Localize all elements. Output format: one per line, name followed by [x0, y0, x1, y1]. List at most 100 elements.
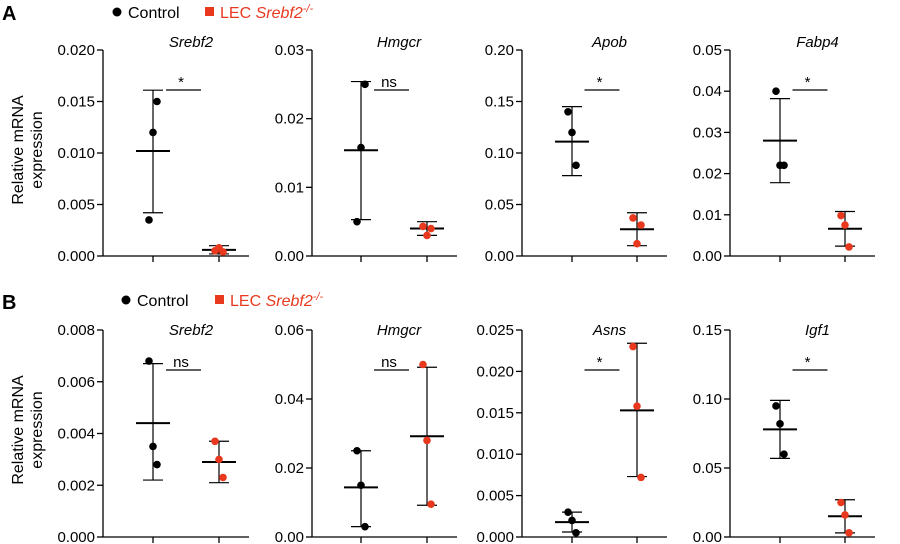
significance-label: *: [805, 354, 811, 371]
lec-data-point: [629, 342, 637, 351]
y-tick-label: 0.04: [275, 391, 304, 408]
legend-lec-marker: [205, 7, 214, 16]
chart-a-hmgcr: Hmgcr 0.00 0.01 0.02 0.03 ns: [275, 34, 457, 265]
chart-title: Srebf2: [169, 322, 214, 339]
y-tick-label: 0.00: [275, 529, 304, 544]
lec-data-point: [633, 239, 641, 248]
chart-b-asns: Asns 0.000 0.005 0.010 0.015 0.020 0.025 *: [476, 322, 667, 544]
control-data-point: [572, 161, 580, 170]
lec-data-point: [423, 436, 431, 445]
y-tick-label: 0.000: [476, 529, 514, 544]
significance-label: ns: [173, 354, 189, 371]
y-tick-label: 0.01: [275, 179, 304, 196]
control-data-point: [780, 450, 788, 459]
y-tick-label: 0.06: [275, 322, 304, 339]
chart-b-hmgcr: Hmgcr 0.00 0.02 0.04 0.06 ns: [275, 322, 457, 544]
lec-data-point: [637, 473, 645, 482]
legend-control-marker: [121, 295, 131, 305]
y-tick-label: 0.02: [275, 111, 304, 128]
significance-label: ns: [381, 74, 397, 91]
lec-data-point: [419, 360, 427, 369]
lec-data-point: [629, 214, 637, 222]
y-tick-label: 0.002: [57, 477, 95, 494]
lec-data-point: [419, 222, 427, 231]
y-tick-label: 0.008: [57, 322, 95, 339]
lec-data-point: [427, 224, 435, 233]
control-data-point: [153, 460, 161, 469]
control-data-point: [780, 161, 788, 170]
control-data-point: [772, 402, 780, 410]
legend-control-label: Control: [137, 293, 189, 310]
control-data-point: [572, 529, 580, 537]
chart-title: Hmgcr: [377, 322, 422, 339]
y-tick-label: 0.010: [57, 145, 95, 162]
panel-letter-a: A: [2, 3, 16, 25]
control-data-point: [564, 108, 572, 116]
legend-lec-label: LEC Srebf2-/-: [230, 291, 323, 310]
lec-data-point: [423, 231, 431, 240]
lec-data-point: [837, 498, 845, 507]
y-axis-label-b-line2: expression: [29, 391, 46, 468]
lec-data-point: [845, 529, 853, 537]
legend-lec-label: LEC Srebf2-/-: [220, 3, 313, 22]
y-tick-label: 0.006: [57, 374, 95, 391]
y-tick-label: 0.010: [476, 446, 514, 463]
y-tick-label: 0.015: [476, 405, 514, 422]
significance-label: *: [597, 354, 603, 371]
y-axis-label-a-line1: Relative mRNA: [10, 95, 27, 205]
chart-title: Fabp4: [796, 34, 839, 51]
y-tick-label: 0.20: [485, 42, 514, 59]
y-tick-label: 0.00: [485, 248, 514, 265]
y-tick-label: 0.00: [693, 529, 722, 544]
control-data-point: [361, 522, 369, 531]
lec-data-point: [837, 211, 845, 220]
y-tick-label: 0.004: [57, 426, 95, 443]
y-tick-label: 0.15: [693, 322, 722, 339]
chart-title: Igf1: [805, 322, 830, 339]
chart-title: Apob: [591, 34, 627, 51]
y-tick-label: 0.15: [485, 94, 514, 111]
control-data-point: [357, 143, 365, 152]
chart-a-apob: Apob 0.00 0.05 0.10 0.15 0.20 *: [485, 34, 667, 265]
lec-data-point: [845, 243, 853, 251]
lec-data-point: [219, 248, 227, 256]
y-tick-label: 0.00: [275, 248, 304, 265]
y-tick-label: 0.04: [693, 83, 722, 100]
lec-data-point: [841, 511, 849, 519]
y-tick-label: 0.01: [693, 207, 722, 224]
y-tick-label: 0.000: [57, 248, 95, 265]
y-tick-label: 0.05: [693, 42, 722, 59]
panel-a-header: A Control LEC Srebf2-/- Relative mRNA ex…: [2, 3, 313, 205]
lec-data-point: [637, 221, 645, 229]
chart-b-srebf2: Srebf2 0.000 0.002 0.004 0.006 0.008 ns: [57, 322, 249, 544]
y-tick-label: 0.02: [275, 460, 304, 477]
lec-data-point: [427, 500, 435, 509]
chart-b-igf1: Igf1 0.00 0.05 0.10 0.15 *: [693, 322, 875, 544]
chart-title: Srebf2: [169, 34, 214, 51]
lec-data-point: [633, 402, 641, 410]
control-data-point: [149, 128, 157, 137]
y-tick-label: 0.10: [693, 391, 722, 408]
control-data-point: [361, 80, 369, 89]
y-tick-label: 0.05: [485, 197, 514, 214]
chart-a-fabp4: Fabp4 0.00 0.01 0.02 0.03 0.04 0.05 *: [693, 34, 875, 265]
chart-title: Hmgcr: [377, 34, 422, 51]
y-tick-label: 0.05: [693, 460, 722, 477]
control-data-point: [145, 357, 153, 365]
legend-lec-marker: [215, 295, 224, 304]
significance-label: ns: [381, 354, 397, 371]
control-data-point: [568, 516, 576, 525]
y-tick-label: 0.020: [476, 363, 514, 380]
y-tick-label: 0.10: [485, 145, 514, 162]
y-tick-label: 0.000: [57, 529, 95, 544]
lec-data-point: [841, 221, 849, 229]
charts-group: Srebf2 0.000 0.005 0.010 0.015 0.020 * Hmgcr 0.0…: [57, 34, 875, 544]
control-data-point: [145, 216, 153, 224]
lec-data-point: [219, 473, 227, 482]
control-data-point: [353, 446, 361, 455]
control-data-point: [776, 420, 784, 428]
control-data-point: [149, 442, 157, 451]
y-axis-label-a-line2: expression: [29, 111, 46, 188]
chart-title: Asns: [592, 322, 627, 339]
